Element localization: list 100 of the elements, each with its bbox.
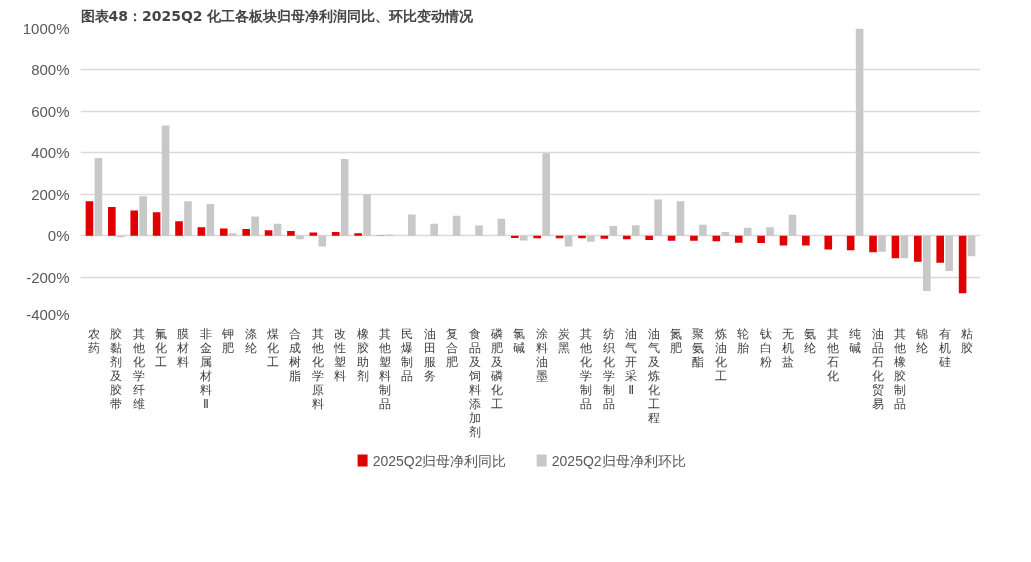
- x-tick-label: 民爆制品: [401, 327, 414, 383]
- x-tick-label: 炭黑: [558, 327, 571, 355]
- bar: [914, 235, 922, 262]
- bar: [206, 203, 215, 236]
- bar: [130, 210, 139, 236]
- bar: [878, 235, 886, 252]
- x-tick-label: 其他化学纤维: [132, 327, 145, 411]
- bar: [408, 214, 416, 236]
- x-tick-label: 合成树脂: [289, 327, 302, 383]
- bar: [184, 201, 192, 236]
- y-tick-label: 0%: [47, 227, 70, 245]
- x-tick-label: 氨纶: [804, 327, 817, 355]
- x-tick-label: 聚氨酯: [692, 327, 705, 369]
- bar: [587, 235, 595, 242]
- x-tick-label: 油气开采Ⅱ: [625, 327, 638, 397]
- x-tick-label: 磷肥及磷化工: [489, 327, 503, 411]
- bar: [945, 235, 953, 272]
- bar: [430, 223, 439, 236]
- bar: [287, 230, 295, 236]
- legend-label: 2025Q2归母净利环比: [551, 452, 686, 469]
- y-tick-label: -200%: [26, 268, 70, 286]
- y-tick-label: 600%: [31, 102, 70, 120]
- x-tick-label: 膜材料: [176, 327, 190, 369]
- x-tick-label: 氮肥: [670, 327, 683, 355]
- x-tick-label: 钾肥: [221, 327, 235, 355]
- bar: [251, 216, 259, 236]
- x-tick-label: 氟化工: [155, 327, 168, 369]
- bar: [869, 235, 877, 253]
- bar: [645, 235, 653, 240]
- x-tick-label: 复合肥: [446, 327, 459, 369]
- x-tick-label: 无机盐: [781, 327, 794, 369]
- bar: [721, 232, 730, 236]
- x-tick-label: 纯碱: [849, 327, 862, 355]
- x-tick-label: 有机硅: [937, 327, 951, 369]
- x-tick-label: 非金属材料Ⅱ: [198, 327, 212, 411]
- bar: [331, 232, 340, 236]
- x-tick-label: 锦纶: [915, 327, 929, 355]
- y-tick-label: 1000%: [22, 20, 70, 37]
- bar: [855, 28, 864, 236]
- y-tick-label: 400%: [31, 144, 70, 162]
- bar: [228, 233, 237, 236]
- bar: [936, 235, 945, 263]
- x-tick-label: 涤纶: [244, 327, 257, 355]
- bar: [264, 230, 273, 236]
- bar: [85, 201, 94, 236]
- bar: [219, 228, 228, 236]
- bar: [354, 233, 362, 236]
- bar: [242, 229, 250, 236]
- bar: [161, 125, 170, 236]
- x-tick-label: 氯碱: [513, 327, 526, 355]
- bar: [609, 226, 618, 236]
- bar: [676, 201, 685, 236]
- bar: [108, 207, 116, 236]
- x-tick-label: 其他化学制品: [580, 327, 593, 411]
- bar: [475, 225, 483, 236]
- bar: [564, 235, 573, 247]
- bar: [734, 235, 743, 243]
- legend-label: 2025Q2归母净利同比: [372, 452, 507, 469]
- y-tick-label: 800%: [31, 61, 70, 79]
- bar: [757, 235, 765, 244]
- x-tick-label: 油品石化贸易: [871, 327, 884, 411]
- bar: [743, 227, 752, 236]
- bar: [152, 212, 161, 236]
- bar: [654, 199, 662, 236]
- x-tick-label: 粘胶: [961, 327, 974, 355]
- bar: [690, 235, 698, 241]
- y-tick-label: -400%: [26, 305, 70, 323]
- x-tick-label: 胶黏剂及胶带: [110, 327, 123, 411]
- x-tick-label: 改性塑料: [333, 327, 347, 383]
- bar: [363, 194, 371, 236]
- bar: [802, 235, 810, 246]
- x-tick-label: 轮胎: [737, 327, 750, 355]
- bar: [900, 235, 909, 259]
- x-tick-label: 炼油化工: [714, 327, 727, 383]
- bar: [922, 235, 931, 291]
- bar: [139, 196, 147, 236]
- chart-title: 图表48：2025Q2 化工各板块归母净利润同比、环比变动情况: [80, 7, 475, 24]
- bar: [699, 224, 707, 236]
- x-tick-label: 涂料油墨: [535, 327, 548, 383]
- bar: [788, 214, 797, 236]
- bar: [318, 235, 327, 247]
- x-tick-label: 煤化工: [267, 327, 280, 369]
- x-tick-label: 橡胶助剂: [356, 327, 369, 383]
- bar: [891, 235, 900, 259]
- bar: [175, 221, 183, 236]
- x-tick-label: 农药: [87, 327, 100, 355]
- x-tick-label: 油田服务: [423, 327, 436, 383]
- x-tick-label: 其他橡胶制品: [893, 327, 906, 411]
- bar: [340, 159, 349, 236]
- bar: [542, 153, 550, 236]
- x-tick-label: 油气及炼化工程: [647, 327, 660, 425]
- bar: [497, 218, 506, 236]
- bar: [779, 235, 788, 246]
- bar: [824, 235, 833, 250]
- x-tick-label: 其他石化: [826, 327, 839, 383]
- x-tick-label: 其他化学原料: [311, 327, 324, 411]
- y-tick-label: 200%: [31, 185, 70, 203]
- bar: [273, 223, 282, 236]
- x-tick-label: 食品及饲料添加剂: [467, 327, 481, 439]
- bar: [766, 227, 774, 236]
